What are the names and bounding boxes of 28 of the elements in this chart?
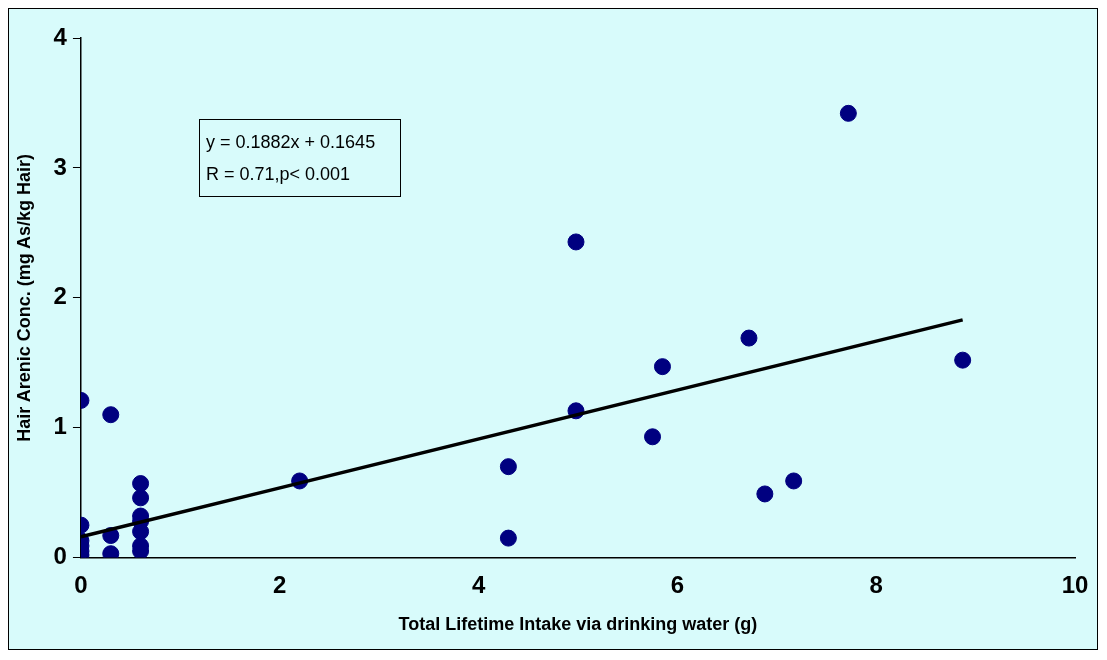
point <box>839 104 857 122</box>
point <box>644 428 662 446</box>
point <box>785 472 803 490</box>
x-tick-label: 2 <box>273 570 287 598</box>
y-tick-label: 1 <box>53 412 67 440</box>
point <box>499 458 517 476</box>
point <box>740 329 758 347</box>
x-tick-label: 8 <box>869 570 883 598</box>
point <box>132 475 150 493</box>
point <box>954 351 972 369</box>
point <box>132 489 150 507</box>
annotation: y = 0.1882x + 0.1645 <box>206 131 376 154</box>
y-tick-label: 4 <box>53 22 68 50</box>
point <box>499 529 517 547</box>
y-axis-title: Hair Arenic Conc. (mg As/kg Hair) <box>13 153 34 442</box>
y-tick-label: 3 <box>53 152 67 180</box>
x-tick-label: 10 <box>1061 570 1089 598</box>
point <box>102 406 120 424</box>
x-tick-label: 0 <box>74 570 88 598</box>
y-tick-label: 0 <box>53 542 67 570</box>
x-axis-title: Total Lifetime Intake via drinking water (g) <box>398 614 758 635</box>
x-tick-label: 6 <box>670 570 685 598</box>
annotation: R = 0.71,p< 0.001 <box>206 163 352 186</box>
point <box>653 358 671 376</box>
y-tick-label: 2 <box>53 282 67 310</box>
x-tick-label: 4 <box>471 570 486 598</box>
point <box>567 233 585 251</box>
point <box>756 485 774 503</box>
